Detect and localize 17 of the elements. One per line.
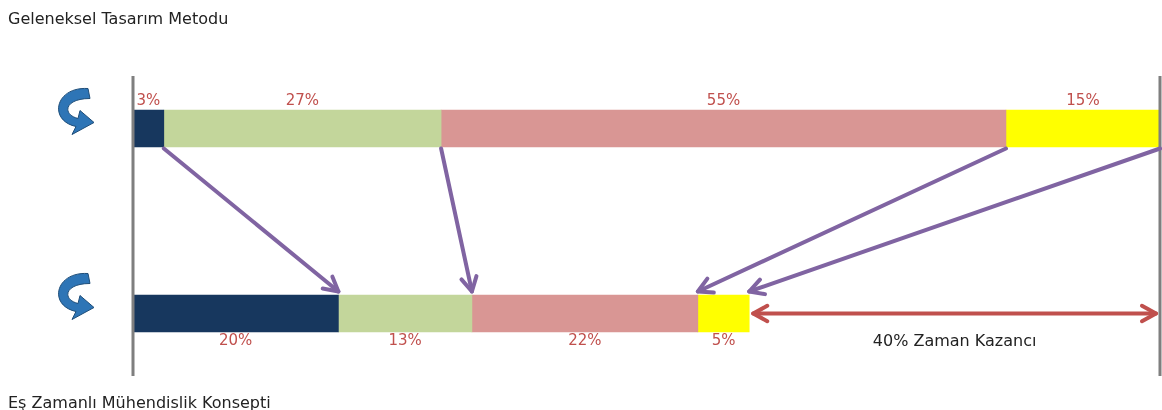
data-label: 13%	[388, 330, 422, 349]
data-label: 55%	[706, 90, 741, 109]
data-label: 3%	[136, 90, 161, 109]
data-label: 5%	[711, 330, 736, 349]
annotation: 40% Zaman Kazancı	[872, 330, 1037, 350]
bar	[440, 109, 1007, 148]
bar	[133, 109, 165, 148]
bar	[338, 294, 473, 333]
data-label: 27%	[285, 90, 320, 109]
text: Geleneksel Tasarım Metodu	[8, 9, 229, 29]
data-label: 20%	[219, 330, 253, 349]
data-label: 15%	[1066, 90, 1100, 109]
bar	[133, 294, 339, 333]
bar	[471, 294, 699, 333]
bar	[1005, 109, 1160, 148]
bar	[163, 109, 442, 148]
data-label: 22%	[568, 330, 602, 349]
